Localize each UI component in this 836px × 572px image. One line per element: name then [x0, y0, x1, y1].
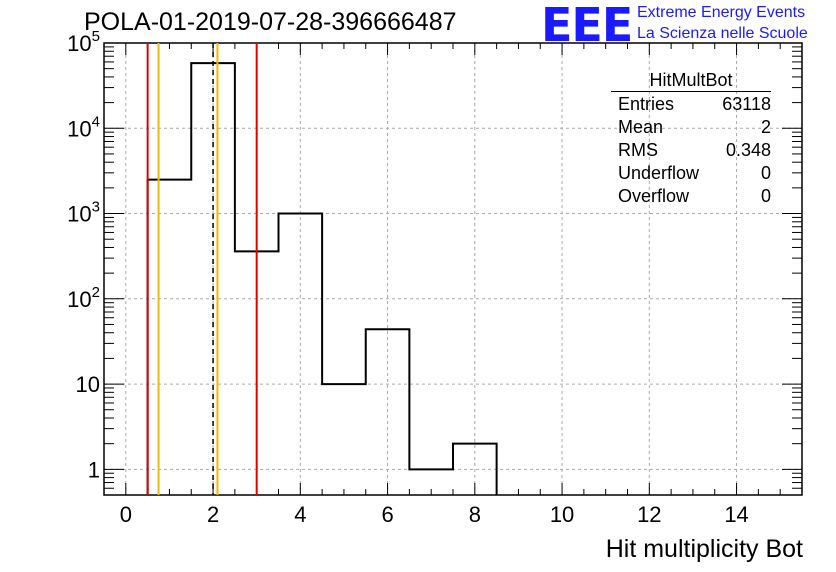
y-tick-label: 104	[67, 113, 100, 141]
x-tick-label: 10	[550, 502, 574, 527]
stats-key: Entries	[618, 94, 675, 114]
y-tick-label: 102	[67, 284, 100, 312]
stats-value: 0	[760, 163, 771, 183]
stats-value: 63118	[722, 94, 771, 114]
histogram-series	[146, 62, 498, 495]
x-tick-label: 14	[724, 502, 748, 527]
x-tick-label: 2	[207, 502, 219, 527]
eee-logo: EEE	[541, 0, 633, 52]
stats-box: HitMultBot Entries 63118 Mean 2 RMS 0.348 U…	[611, 70, 771, 208]
y-tick-label: 105	[67, 28, 100, 56]
stats-key: Underflow	[618, 163, 700, 183]
stats-value: 2	[760, 117, 771, 137]
chart-title: POLA-01-2019-07-28-396666487	[84, 8, 457, 36]
stats-value: 0	[760, 186, 771, 206]
x-tick-label: 8	[469, 502, 481, 527]
stats-row: Entries 63118	[611, 93, 771, 116]
stats-row: RMS 0.348	[611, 139, 771, 162]
x-tick-label: 4	[294, 502, 306, 527]
logo-line-1: Extreme Energy Events	[637, 4, 806, 21]
stats-row: Mean 2	[611, 116, 771, 139]
x-tick-label: 12	[637, 502, 661, 527]
stats-row: Underflow 0	[611, 162, 771, 185]
stats-value: 0.348	[725, 140, 771, 160]
stats-row: Overflow 0	[611, 185, 771, 208]
y-tick-label: 1	[88, 457, 100, 482]
stats-key: Mean	[618, 117, 664, 137]
stats-box-title: HitMultBot	[611, 70, 771, 92]
stats-key: Overflow	[618, 186, 690, 206]
logo-line-2: La Scienza nelle Scuole	[637, 25, 808, 42]
x-tick-label: 6	[381, 502, 393, 527]
y-tick-label: 103	[67, 199, 100, 227]
y-tick-label: 10	[76, 372, 100, 397]
x-tick-label: 0	[120, 502, 132, 527]
stats-key: RMS	[618, 140, 658, 160]
x-axis-label: Hit multiplicity Bot	[605, 535, 803, 563]
